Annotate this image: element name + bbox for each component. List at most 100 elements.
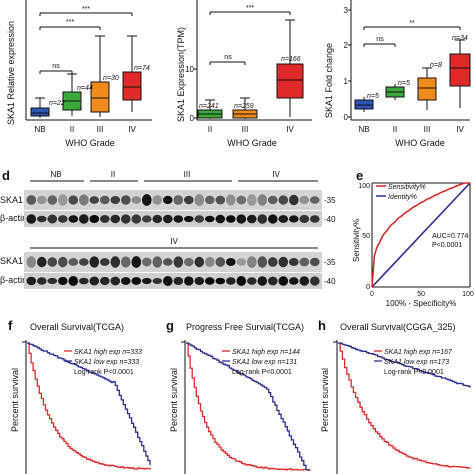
box-iii xyxy=(417,67,437,110)
xtick: 0 xyxy=(370,291,374,298)
km-ylabel: Percent survival xyxy=(10,368,20,432)
blot-band xyxy=(100,258,110,266)
blot-band xyxy=(121,214,131,224)
blot-band xyxy=(47,214,58,224)
blot-band xyxy=(194,215,205,223)
box-ii xyxy=(385,84,405,100)
blot-band xyxy=(163,258,173,266)
panel-relative-expression: SKA1 Relative expression *** *** ns xyxy=(6,0,152,148)
blot-band xyxy=(26,276,37,286)
blot-band xyxy=(299,215,310,223)
blot-band xyxy=(268,195,278,205)
blot-band xyxy=(184,257,194,267)
blot-band xyxy=(58,215,68,223)
blot-band xyxy=(310,257,320,267)
km-title: Overall Survival(CGGA_325) xyxy=(340,322,456,332)
blot-band xyxy=(310,276,320,286)
km-legend-high: SKA1 high exp n=333 xyxy=(74,349,142,356)
mw-label: -35 xyxy=(324,196,336,205)
legend-label: Identity% xyxy=(388,194,417,201)
box-iii xyxy=(232,97,258,119)
row-label: β-actin xyxy=(0,213,27,223)
group-label: III xyxy=(184,170,191,179)
blot-band xyxy=(131,256,142,268)
tick-label: NB xyxy=(34,125,45,134)
ytick: 10 xyxy=(185,65,194,74)
blot-band xyxy=(110,196,121,204)
blot-band xyxy=(173,256,184,268)
km-title: Overall Survival(TCGA) xyxy=(30,322,124,332)
blot-band xyxy=(142,257,152,267)
blot-band xyxy=(89,196,100,204)
blot-band xyxy=(100,195,110,205)
identity-line xyxy=(371,182,471,288)
xlabel: 100% - Specificity% xyxy=(386,299,457,308)
blot-band xyxy=(289,258,299,266)
tick-label: III xyxy=(242,125,249,134)
blot-band xyxy=(236,195,247,205)
row-label: β-actin xyxy=(0,275,27,285)
blot-band xyxy=(194,277,205,285)
blot-ska1-row1 xyxy=(26,194,320,206)
blot-band xyxy=(142,194,152,206)
n-label: n=259 xyxy=(234,103,254,110)
blot-band xyxy=(299,257,310,267)
box-ii xyxy=(197,99,223,119)
roc-curve xyxy=(371,182,470,288)
blot-band xyxy=(226,258,236,266)
n-label: n=166 xyxy=(281,56,301,63)
blot-band xyxy=(131,214,142,224)
ytick: 50 xyxy=(362,233,370,240)
blot-band xyxy=(47,195,58,205)
tick-label: IV xyxy=(456,125,464,134)
km-legend-low: SKA1 low exp n=131 xyxy=(232,359,297,366)
xlabel: WHO Grade xyxy=(227,138,277,148)
blot-band xyxy=(131,277,142,285)
blot-band xyxy=(121,256,131,268)
km-p: Log-rank P<0.0001 xyxy=(232,369,292,376)
row-label: SKA1 xyxy=(0,256,23,266)
blot-band xyxy=(26,214,37,224)
blot-band xyxy=(257,256,268,268)
row-label: SKA1 xyxy=(0,195,23,205)
blot-band xyxy=(226,277,236,285)
n-label: n=22 xyxy=(49,100,65,107)
group-label: NB xyxy=(50,170,61,179)
tick-label: III xyxy=(97,125,104,134)
tick-label: II xyxy=(393,125,397,134)
tick-label: IV xyxy=(286,125,294,134)
blot-band xyxy=(226,215,236,223)
blot-band xyxy=(152,214,163,224)
panel-roc: e Sensitivity% 100 50 0 0 50 100 Sensiti… xyxy=(352,168,474,308)
p-label: P<0.0001 xyxy=(432,242,462,249)
mw-label: -35 xyxy=(324,258,336,267)
panel-km-f: f Overall Survival(TCGA) Percent surviva… xyxy=(8,318,151,474)
blot-band xyxy=(184,276,194,286)
blot-band xyxy=(215,214,226,224)
group-label: IV xyxy=(170,237,178,246)
blot-band xyxy=(37,215,47,223)
n-label: n=8 xyxy=(430,62,442,69)
blot-band xyxy=(68,195,79,205)
km-ylabel: Percent survival xyxy=(169,368,179,432)
blot-band xyxy=(131,196,142,204)
xlabel: WHO Grade xyxy=(65,138,115,148)
blot-band xyxy=(79,277,89,285)
blot-band xyxy=(247,277,257,285)
blot-actin-row1 xyxy=(26,214,320,224)
ylabel-sensitivity: Sensitivity% xyxy=(352,219,361,262)
blot-band xyxy=(257,276,268,286)
km-p: Log-rank P<0.0001 xyxy=(74,369,134,376)
blot-band xyxy=(110,214,121,224)
box-iv xyxy=(449,39,471,108)
panel-letter: h xyxy=(318,318,326,333)
blot-ska1-row2 xyxy=(26,256,320,268)
tick-label: II xyxy=(70,125,74,134)
n-label: n=44 xyxy=(77,85,93,92)
box-ii xyxy=(62,73,82,116)
blot-band xyxy=(163,195,173,205)
km-p: Log-rank P<0.0001 xyxy=(384,369,444,376)
km-curve-high xyxy=(186,342,311,471)
blot-band xyxy=(68,215,79,223)
tick-label: NB xyxy=(358,125,369,134)
